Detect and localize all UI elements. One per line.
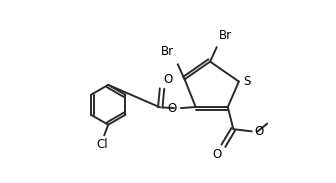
Text: Br: Br [160, 45, 173, 58]
Text: O: O [163, 73, 172, 86]
Text: O: O [254, 125, 264, 138]
Text: Cl: Cl [97, 138, 109, 151]
Text: S: S [243, 75, 250, 88]
Text: Br: Br [219, 29, 232, 42]
Text: O: O [212, 148, 222, 161]
Text: O: O [168, 102, 177, 115]
